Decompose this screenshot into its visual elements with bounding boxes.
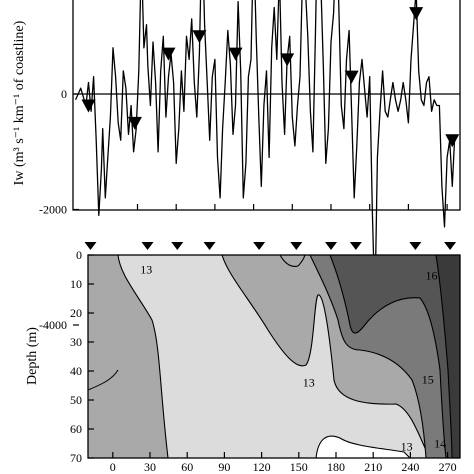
sampling-marker	[84, 242, 97, 250]
marker-triangle	[409, 7, 424, 21]
contour-band-17	[435, 255, 460, 458]
sampling-marker	[141, 242, 154, 250]
x-tick-label: 210	[364, 460, 382, 474]
marker-triangle	[280, 53, 295, 67]
marker-triangle	[127, 116, 142, 130]
x-tick-label: 60	[181, 460, 193, 474]
top-plot-frame	[72, 0, 461, 211]
x-tick-label: 0	[110, 460, 116, 474]
sampling-marker	[349, 242, 362, 250]
contour-label: 13	[140, 263, 152, 277]
marker-triangle	[81, 99, 96, 113]
contour-line-left	[88, 369, 119, 391]
contour-label: 13	[401, 439, 413, 453]
x-tick-label: 150	[290, 460, 308, 474]
contour-label: 15	[422, 373, 434, 387]
marker-triangle	[344, 70, 359, 84]
sampling-marker	[171, 242, 184, 250]
top-markers	[81, 7, 460, 148]
contour-label: 14	[434, 437, 446, 451]
y-tick-label: 50	[70, 393, 82, 407]
contour-labels: 13 13 16 15 13 14	[140, 263, 446, 454]
top-y-axis-label: Iw (m³ s⁻¹ km⁻¹ of coastline)	[12, 20, 27, 185]
contour-label: 13	[303, 376, 315, 390]
sampling-marker	[290, 242, 303, 250]
bottom-x-axis: 0 30 60 90 120 150 180 210 240 270	[110, 452, 457, 474]
bottom-panel: 0 10 20 30 40 50 60 70 0 30 60 90 120 150 180 210 240 27…	[25, 242, 461, 474]
sampling-markers	[84, 242, 457, 250]
top-x-axis	[98, 204, 448, 210]
x-tick-label: 30	[144, 460, 156, 474]
contour-fills	[88, 255, 460, 458]
y-tick-label: 30	[70, 335, 82, 349]
contour-band-16	[329, 255, 460, 458]
marker-triangle	[228, 47, 243, 61]
y-tick-label: -4000	[39, 318, 67, 332]
bottom-plot-frame	[87, 254, 461, 459]
contour-label: 16	[425, 268, 437, 282]
y-tick-label: 20	[70, 306, 82, 320]
sampling-marker	[253, 242, 266, 250]
marker-triangle	[445, 134, 460, 148]
sampling-marker	[444, 242, 457, 250]
bottom-y-axis: 0 10 20 30 40 50 60 70	[70, 248, 94, 465]
bottom-y-axis-label: Depth (m)	[25, 327, 40, 385]
sampling-marker	[325, 242, 338, 250]
sampling-marker	[409, 242, 422, 250]
series-line	[75, 0, 456, 309]
x-tick-label: 270	[439, 460, 457, 474]
y-tick-label: 40	[70, 364, 82, 378]
y-tick-label: -2000	[39, 203, 67, 217]
y-tick-label: 70	[70, 451, 82, 465]
top-y-axis: 20000-2000-4000	[39, 87, 79, 332]
x-tick-label: 90	[218, 460, 230, 474]
sampling-marker	[203, 242, 216, 250]
x-tick-label: 120	[253, 460, 271, 474]
x-tick-label: 240	[401, 460, 419, 474]
x-tick-label: 180	[327, 460, 345, 474]
y-tick-label: 60	[70, 422, 82, 436]
y-tick-label: 0	[76, 248, 82, 262]
y-tick-label: 0	[61, 87, 67, 101]
top-panel: 20000-2000-4000 Iw (m³ s⁻¹ km⁻¹ of coast…	[12, 0, 461, 332]
y-tick-label: 10	[70, 277, 82, 291]
contour-band-14b	[279, 255, 306, 267]
contour-band-white	[315, 435, 411, 458]
marker-triangle	[161, 47, 176, 61]
marker-triangle	[192, 30, 207, 44]
